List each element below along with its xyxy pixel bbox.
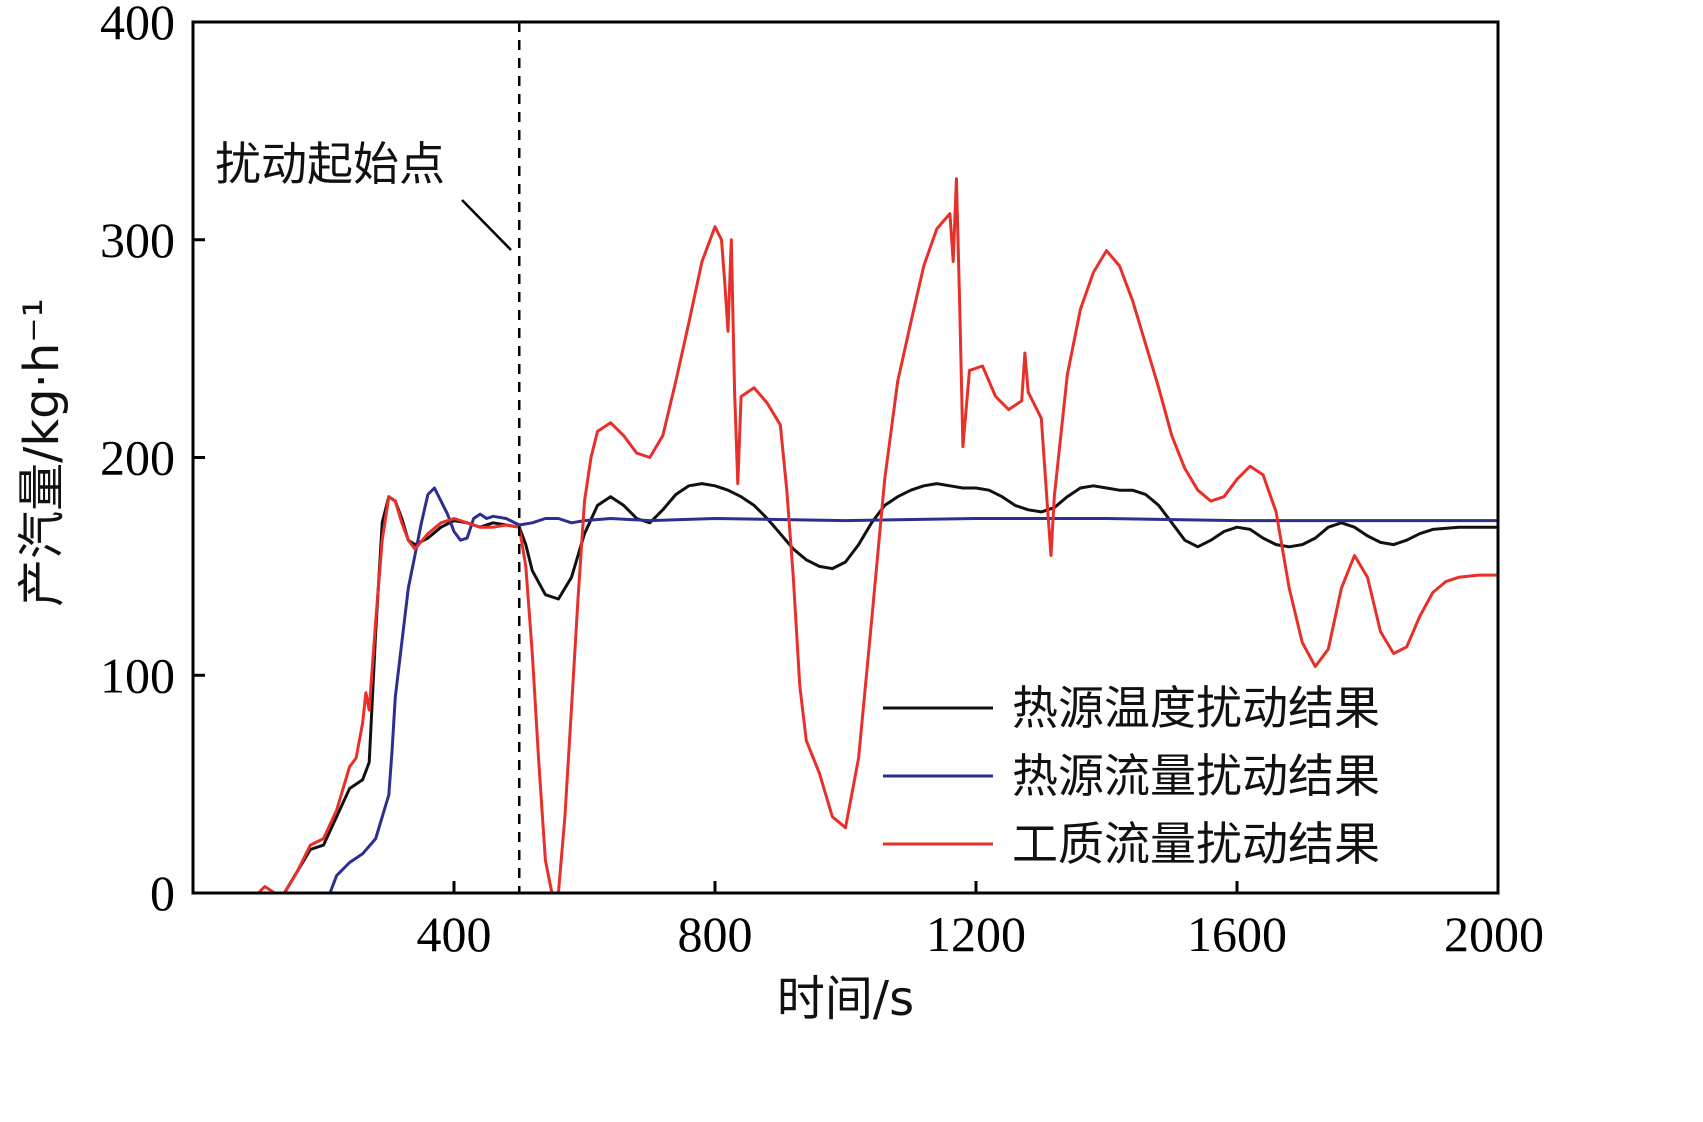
x-tick-label-3: 1600: [1187, 906, 1287, 962]
y-tick-label-4: 400: [100, 0, 175, 50]
series-layer: [257, 177, 1498, 895]
y-tick-label-2: 200: [100, 430, 175, 486]
y-tick-label-0: 0: [150, 865, 175, 921]
annotation-leader: [461, 199, 512, 251]
x-tick-label-2: 1200: [926, 906, 1026, 962]
legend-label-1: 热源流量扰动结果: [1012, 749, 1380, 803]
y-axis-label: 产汽量/kg·h⁻¹: [14, 298, 70, 607]
tick-layer: 400 800 1200 1600 2000 0 100 200 300 400: [100, 0, 1544, 962]
y-tick-label-1: 100: [100, 647, 175, 703]
annotation-label: 扰动起始点: [215, 137, 445, 191]
series-line-1: [328, 486, 1498, 894]
series-line-2: [257, 177, 1498, 895]
legend-label-0: 热源温度扰动结果: [1012, 681, 1380, 735]
legend-label-2: 工质流量扰动结果: [1012, 817, 1380, 871]
legend: 热源温度扰动结果 热源流量扰动结果 工质流量扰动结果: [883, 681, 1380, 871]
x-tick-label-0: 400: [417, 906, 492, 962]
x-tick-label-4: 2000: [1444, 906, 1544, 962]
y-tick-label-3: 300: [100, 212, 175, 268]
series-line-0: [283, 482, 1498, 894]
x-axis-label: 时间/s: [777, 971, 914, 1027]
x-tick-label-1: 800: [678, 906, 753, 962]
